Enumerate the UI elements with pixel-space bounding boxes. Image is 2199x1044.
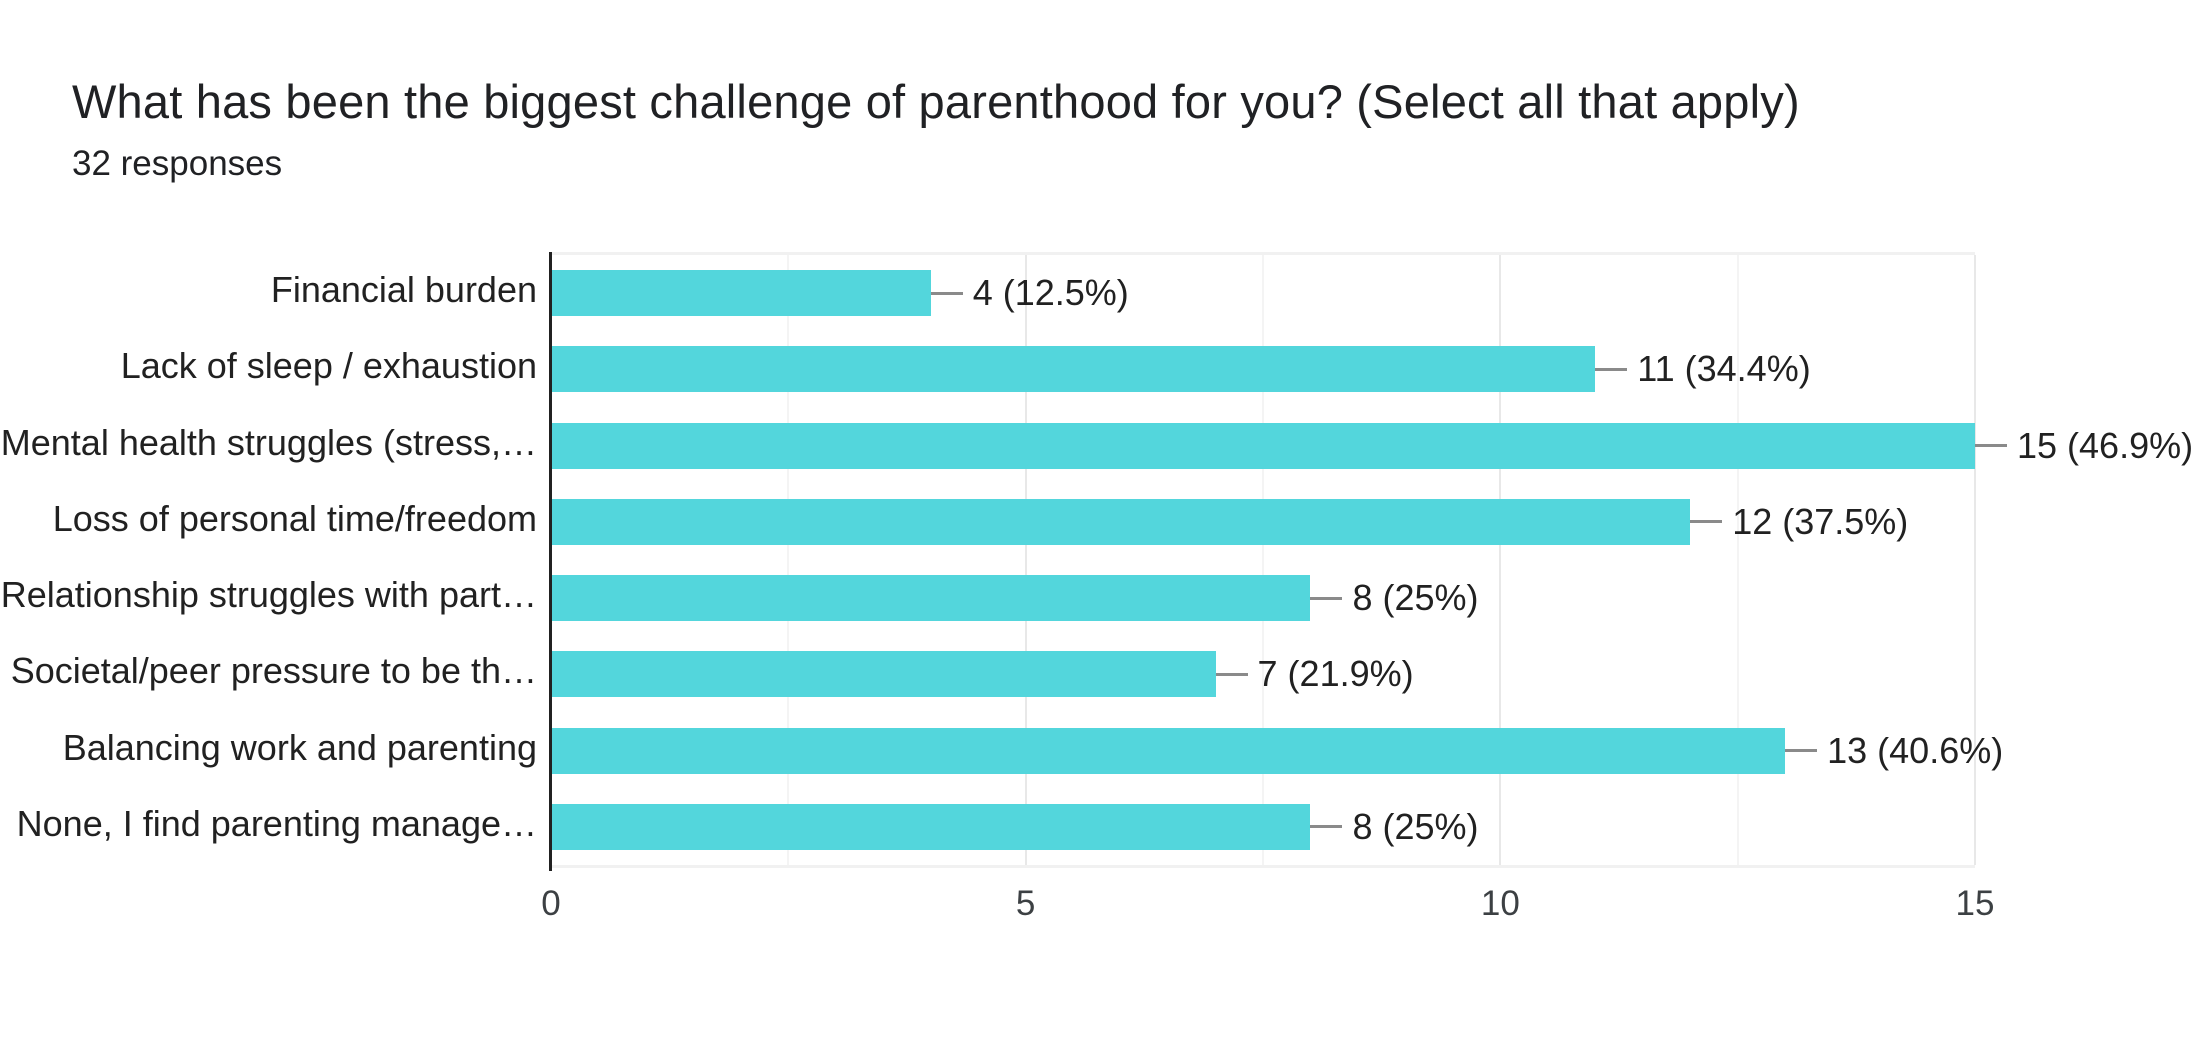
value-label: 7 (21.9%) (1257, 653, 1414, 695)
category-label: Relationship struggles with part… (0, 574, 537, 616)
bar-row: 4 (12.5%) (551, 255, 1975, 331)
value-leader-line (1690, 520, 1723, 524)
category-label: Financial burden (270, 269, 537, 311)
bar (551, 346, 1596, 393)
category-label: None, I find parenting manage… (16, 802, 537, 844)
bar (551, 651, 1216, 698)
x-tick-label: 10 (1480, 884, 1520, 923)
value-leader-line (1595, 367, 1628, 371)
response-count: 32 responses (72, 144, 283, 183)
value-leader-line (1975, 444, 2007, 448)
value-leader-line (930, 291, 963, 295)
value-label: 11 (34.4%) (1637, 348, 1811, 390)
category-axis: Financial burden Lack of sleep / exhausti… (0, 252, 545, 862)
chart-title: What has been the biggest challenge of p… (72, 75, 1800, 128)
value-leader-line (1310, 596, 1343, 600)
gridline (1262, 255, 1264, 865)
bar-row: 8 (25%) (551, 789, 1975, 865)
bar (551, 727, 1786, 774)
value-leader-line (1215, 672, 1248, 676)
category-label: Loss of personal time/freedom (52, 497, 537, 539)
value-label: 13 (40.6%) (1827, 729, 2004, 771)
category-label: Balancing work and parenting (62, 726, 537, 768)
gridline (787, 255, 790, 865)
x-axis-ticks: 0 5 10 15 (541, 884, 1994, 930)
bar (551, 803, 1311, 850)
x-tick-label: 15 (1955, 884, 1995, 923)
bar-row: 15 (46.9%) (551, 408, 2193, 484)
x-tick-label: 5 (1015, 884, 1036, 923)
value-label: 8 (25%) (1352, 805, 1479, 847)
bar-row: 7 (21.9%) (551, 636, 1975, 712)
value-leader-line (1310, 825, 1343, 829)
bar (551, 575, 1311, 622)
category-label: Societal/peer pressure to be th… (10, 650, 537, 692)
plot-area: 4 (12.5%) 11 (34.4%) 15 (46.9%) 12 (37.5… (549, 252, 2193, 871)
value-label: 4 (12.5%) (972, 272, 1129, 314)
bar-rows: 4 (12.5%) 11 (34.4%) 15 (46.9%) 12 (37.5… (551, 255, 2193, 865)
x-tick-label: 0 (541, 884, 561, 923)
value-label: 15 (46.9%) (2017, 424, 2194, 466)
bar (551, 270, 931, 317)
gridline (1974, 255, 1976, 865)
gridline (1736, 255, 1739, 865)
bar-row: 13 (40.6%) (551, 713, 2003, 789)
category-label: Mental health struggles (stress,… (0, 421, 537, 463)
bar-row: 11 (34.4%) (551, 331, 1975, 407)
value-label: 12 (37.5%) (1732, 500, 1909, 542)
bar-row: 8 (25%) (551, 560, 1975, 636)
bar (551, 498, 1691, 545)
bar (551, 422, 1975, 469)
value-label: 8 (25%) (1352, 577, 1479, 619)
value-leader-line (1785, 749, 1818, 753)
y-axis-line (549, 252, 552, 871)
gridline (1024, 255, 1027, 865)
category-label: Lack of sleep / exhaustion (120, 345, 537, 387)
bar-row: 12 (37.5%) (551, 484, 1975, 560)
gridline (1499, 255, 1502, 865)
